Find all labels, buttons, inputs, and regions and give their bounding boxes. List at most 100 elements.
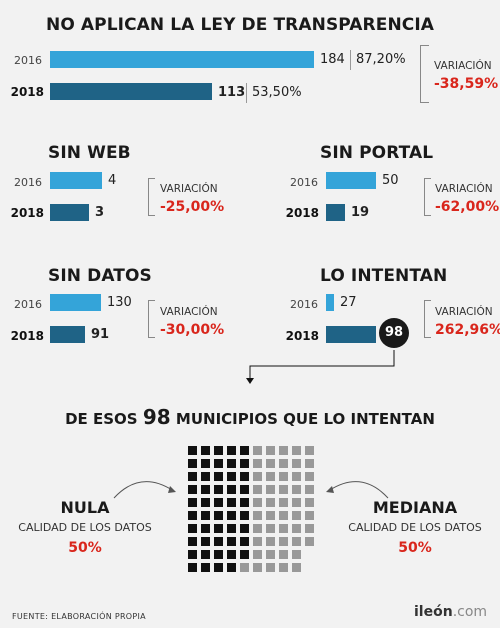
unit-square-nula <box>240 511 249 520</box>
unit-square-mediana <box>266 511 275 520</box>
unit-square-nula <box>188 498 197 507</box>
unit-square-mediana <box>305 511 314 520</box>
unit-square-nula <box>227 511 236 520</box>
unit-square-nula <box>201 446 210 455</box>
value-label-2016: 50 <box>382 173 399 188</box>
variation-label: VARIACIÓN <box>434 60 492 72</box>
unit-square-mediana <box>253 446 262 455</box>
unit-square-mediana <box>292 498 301 507</box>
chart-title: SIN PORTAL <box>320 143 434 163</box>
variation-bracket <box>424 178 431 216</box>
unit-square-mediana <box>292 563 301 572</box>
bar-2016 <box>50 294 101 311</box>
year-label-2018: 2018 <box>10 85 44 99</box>
unit-square-nula <box>214 459 223 468</box>
bar-2016 <box>326 172 376 189</box>
year-label-2018: 2018 <box>10 329 44 343</box>
unit-square-mediana <box>305 498 314 507</box>
year-label-2016: 2016 <box>14 176 42 189</box>
variation-label: VARIACIÓN <box>435 306 493 318</box>
percent-label-2016: 87,20% <box>356 52 406 67</box>
connector-arrow <box>246 350 395 384</box>
year-label-2016: 2016 <box>14 54 42 67</box>
unit-square-nula <box>188 446 197 455</box>
value-label-2016: 184 <box>320 52 345 67</box>
unit-square-nula <box>227 524 236 533</box>
unit-square-nula <box>240 537 249 546</box>
unit-grid <box>188 446 318 576</box>
unit-square-nula <box>240 550 249 559</box>
unit-square-mediana <box>253 472 262 481</box>
value-label-2018: 19 <box>351 205 370 220</box>
chart-title: SIN DATOS <box>48 266 152 286</box>
unit-square-mediana <box>279 498 288 507</box>
source-note: FUENTE: ELABORACIÓN PROPIA <box>12 612 146 621</box>
year-label-2018: 2018 <box>285 329 319 343</box>
unit-square-mediana <box>279 563 288 572</box>
breakdown-title: DE ESOS 98 MUNICIPIOS QUE LO INTENTAN <box>0 405 500 429</box>
unit-square-mediana <box>279 524 288 533</box>
variation-value: -30,00% <box>160 322 225 338</box>
mediana-percent: 50% <box>398 540 432 556</box>
nula-title: NULA <box>60 498 110 517</box>
unit-square-nula <box>214 446 223 455</box>
variation-bracket <box>148 178 155 216</box>
left-curve-arrow <box>113 481 176 499</box>
unit-square-mediana <box>305 485 314 494</box>
value-label-2018: 91 <box>91 327 110 342</box>
unit-square-nula <box>201 459 210 468</box>
unit-square-nula <box>227 485 236 494</box>
chart-title: LO INTENTAN <box>320 266 448 286</box>
unit-square-nula <box>227 472 236 481</box>
value-badge-2018: 98 <box>379 318 409 348</box>
unit-square-mediana <box>266 537 275 546</box>
variation-label: VARIACIÓN <box>160 183 218 195</box>
value-label-2016: 27 <box>340 295 357 310</box>
variation-bracket <box>420 45 429 103</box>
breakdown-title-post: MUNICIPIOS QUE LO INTENTAN <box>175 410 435 428</box>
unit-square-mediana <box>292 524 301 533</box>
unit-square-mediana <box>305 446 314 455</box>
unit-square-mediana <box>292 537 301 546</box>
variation-bracket <box>424 300 431 338</box>
unit-square-nula <box>188 537 197 546</box>
unit-square-mediana <box>292 459 301 468</box>
unit-square-nula <box>240 485 249 494</box>
percent-label-2018: 53,50% <box>252 85 302 100</box>
variation-bracket <box>148 300 155 338</box>
unit-square-nula <box>214 550 223 559</box>
unit-square-mediana <box>292 550 301 559</box>
unit-square-mediana <box>305 537 314 546</box>
nula-subtitle: CALIDAD DE LOS DATOS <box>18 521 152 534</box>
unit-square-mediana <box>253 550 262 559</box>
unit-square-nula <box>201 485 210 494</box>
unit-square-mediana <box>266 524 275 533</box>
value-label-2016: 4 <box>108 173 117 188</box>
unit-square-nula <box>227 459 236 468</box>
unit-square-mediana <box>292 485 301 494</box>
unit-square-nula <box>227 446 236 455</box>
unit-square-mediana <box>253 563 262 572</box>
variation-value: -25,00% <box>160 199 225 215</box>
unit-square-nula <box>214 472 223 481</box>
unit-square-nula <box>201 472 210 481</box>
right-curve-arrow <box>326 481 389 499</box>
unit-square-mediana <box>266 485 275 494</box>
unit-square-mediana <box>279 459 288 468</box>
bar-2018 <box>326 204 345 221</box>
unit-square-mediana <box>292 511 301 520</box>
unit-square-nula <box>214 537 223 546</box>
unit-square-mediana <box>253 524 262 533</box>
unit-square-nula <box>227 498 236 507</box>
unit-square-nula <box>214 563 223 572</box>
unit-square-mediana <box>305 472 314 481</box>
unit-square-nula <box>240 472 249 481</box>
unit-square-mediana <box>266 563 275 572</box>
unit-square-mediana <box>305 524 314 533</box>
unit-square-nula <box>188 524 197 533</box>
year-label-2016: 2016 <box>290 298 318 311</box>
bar-2018 <box>326 326 376 343</box>
unit-square-mediana <box>292 472 301 481</box>
unit-square-mediana <box>253 511 262 520</box>
breakdown-number: 98 <box>142 405 171 429</box>
